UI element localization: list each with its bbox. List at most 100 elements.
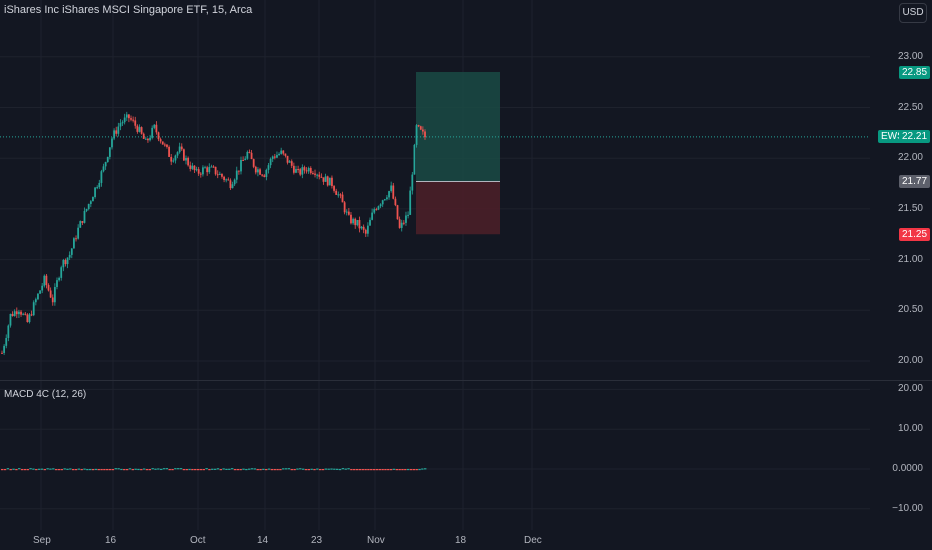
macd-bar: [318, 469, 322, 471]
candle-body: [254, 166, 257, 173]
macd-bar: [259, 469, 262, 471]
macd-bar: [131, 469, 134, 471]
macd-bar: [216, 468, 220, 470]
candle-body: [157, 132, 160, 140]
candle-body: [314, 173, 316, 175]
macd-bar: [60, 469, 64, 471]
macd-bar: [26, 469, 29, 471]
macd-bar: [401, 469, 404, 471]
candle-body: [271, 156, 274, 159]
candle-body: [352, 218, 354, 224]
price-tick-label: 23.00: [897, 50, 923, 62]
macd-bar: [174, 468, 177, 470]
candle-body: [248, 151, 251, 153]
candle-body: [102, 166, 105, 172]
macd-bar: [108, 469, 112, 471]
candle-body: [373, 209, 376, 213]
candle-body: [309, 168, 312, 174]
candle-body: [132, 119, 135, 121]
macd-bar: [137, 468, 140, 471]
macd-indicator-title[interactable]: MACD 4C (12, 26): [4, 389, 87, 400]
candle-body: [87, 203, 90, 209]
candle-body: [151, 127, 154, 138]
macd-bar: [205, 468, 208, 470]
long-position-tool[interactable]: [0, 72, 870, 235]
macd-bar: [182, 469, 186, 471]
macd-bar: [194, 469, 197, 471]
candle-body: [335, 190, 338, 195]
currency-button[interactable]: USD: [899, 3, 927, 23]
macd-bar: [341, 468, 345, 470]
candle-body: [337, 194, 340, 196]
macd-bar: [185, 469, 188, 471]
candle-body: [221, 173, 223, 177]
candle-body: [235, 170, 238, 180]
candle-body: [229, 180, 232, 189]
macd-bar: [262, 468, 265, 470]
macd-tick-label: −10.00: [892, 502, 923, 514]
macd-bar: [389, 469, 393, 471]
macd-bar: [330, 468, 333, 470]
candle-body: [68, 254, 71, 258]
candle-body: [339, 194, 342, 196]
candle-body: [134, 120, 137, 126]
macd-bar: [412, 469, 416, 471]
macd-bar: [299, 468, 302, 470]
macd-bar: [159, 468, 163, 471]
candle-body: [144, 138, 147, 140]
candle-body: [280, 150, 283, 154]
candle-body: [92, 197, 94, 202]
macd-bar: [284, 468, 288, 470]
macd-bar: [86, 468, 89, 471]
macd-bar: [154, 468, 157, 470]
time-tick-label: Oct: [190, 535, 206, 546]
macd-bar: [103, 469, 106, 471]
candle-body: [347, 211, 350, 215]
macd-bar: [279, 469, 282, 471]
macd-bar: [301, 468, 305, 470]
candle-body: [18, 311, 20, 315]
macd-bar: [191, 469, 194, 471]
candle-body: [261, 174, 264, 176]
candle-body: [106, 156, 109, 163]
candle-body: [218, 173, 221, 175]
candle-body: [185, 157, 187, 161]
macd-tick-label: 0.0000: [892, 463, 923, 474]
macd-bar: [123, 469, 126, 471]
candle-body: [265, 169, 268, 177]
macd-bar: [145, 469, 149, 471]
candle-body: [225, 179, 228, 181]
candle-body: [252, 159, 255, 167]
candle-body: [56, 280, 58, 288]
candle-body: [176, 152, 179, 156]
macd-bar: [387, 469, 390, 471]
candle-body: [299, 169, 302, 175]
macd-bar: [316, 468, 319, 470]
candle-body: [108, 147, 111, 157]
macd-bar: [236, 469, 240, 471]
candle-body: [98, 182, 101, 188]
candle-body: [375, 209, 378, 211]
entry-price-tag: 21.77: [899, 175, 931, 188]
macd-bar: [267, 468, 271, 470]
candle-body: [60, 267, 63, 278]
macd-bar: [381, 469, 384, 471]
candle-body: [305, 170, 308, 172]
time-tick-label: 14: [257, 535, 269, 546]
macd-bar: [23, 469, 27, 471]
macd-bar: [66, 468, 69, 470]
candle-body: [288, 161, 291, 163]
candle-body: [301, 167, 304, 175]
candle-body: [383, 199, 386, 201]
candle-body: [39, 290, 41, 294]
candle-body: [189, 165, 192, 169]
macd-bar: [46, 468, 49, 470]
candle-body: [206, 167, 209, 173]
candle-body: [11, 313, 14, 317]
candle-body: [166, 144, 168, 147]
macd-bar: [421, 468, 424, 470]
candle-body: [51, 297, 54, 303]
candle-body: [140, 127, 143, 134]
macd-bar: [409, 469, 413, 471]
